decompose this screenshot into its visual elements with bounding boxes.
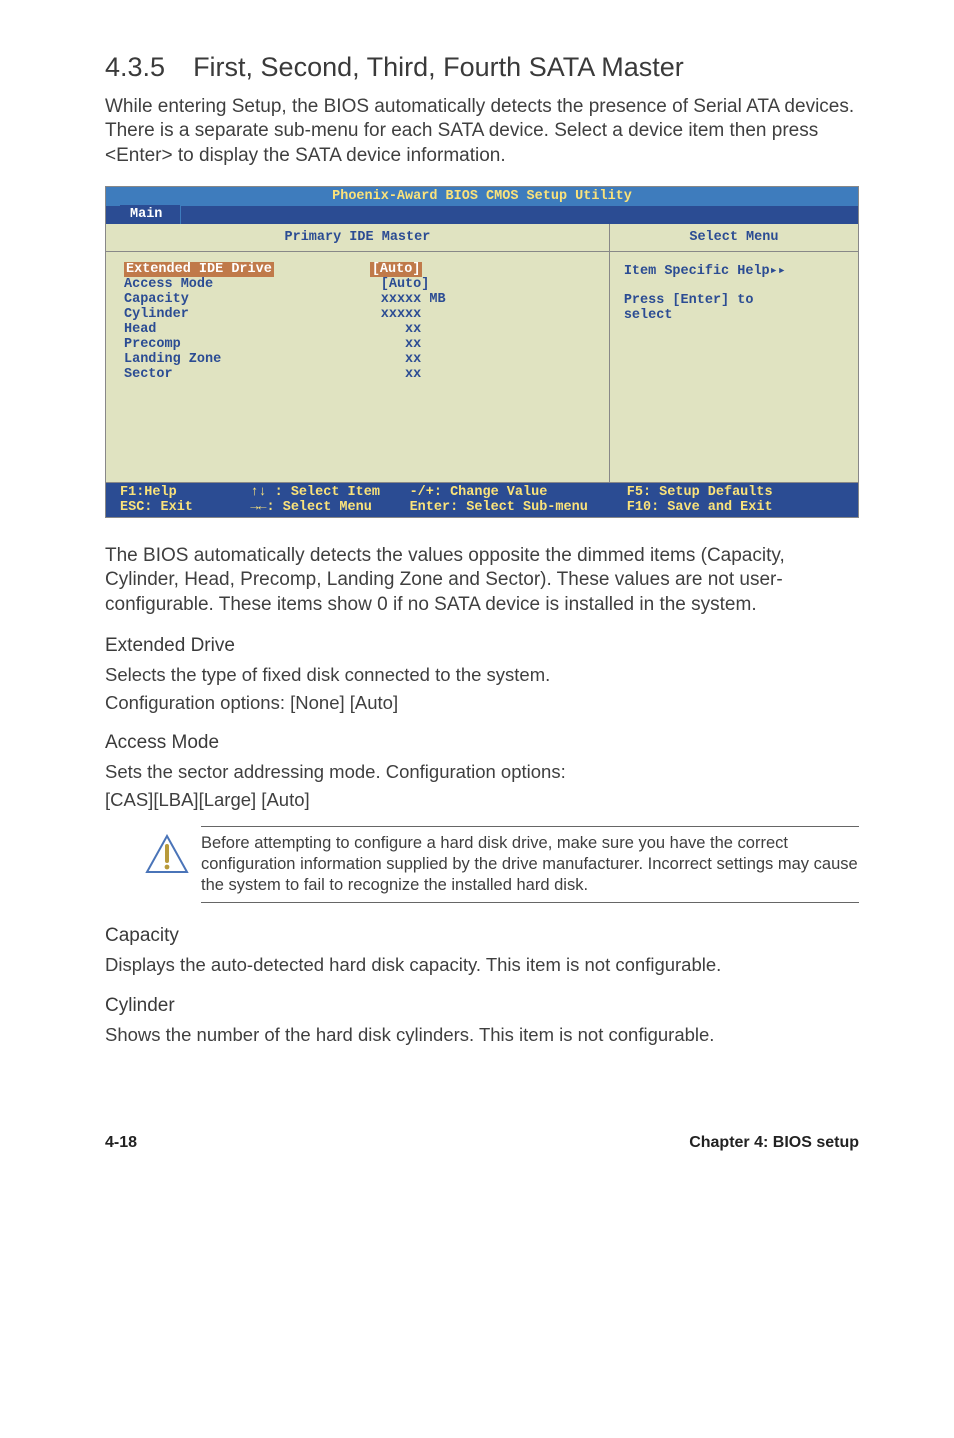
caution-text-container: Before attempting to configure a hard di… — [201, 826, 859, 903]
caution-text: Before attempting to configure a hard di… — [201, 833, 859, 896]
bios-footer-keys: F1:Help ESC: Exit ↑↓ : Select Item →←: S… — [106, 483, 858, 517]
section-number: 4.3.5 — [105, 52, 165, 83]
bios-row: Access Mode[Auto] — [124, 277, 591, 292]
bios-key-hint: Enter: Select Sub-menu — [410, 500, 627, 515]
extended-drive-options: Configuration options: [None] [Auto] — [105, 691, 859, 715]
bios-help-line: Item Specific Help▸▸ — [624, 262, 844, 279]
bios-row: Precomp xx — [124, 337, 591, 352]
bios-field-value: xx — [381, 322, 591, 337]
bios-right-header: Select Menu — [610, 224, 858, 252]
access-mode-heading: Access Mode — [105, 732, 859, 754]
bios-key-hint: F10: Save and Exit — [627, 500, 844, 515]
bios-key-hint: -/+: Change Value — [410, 485, 627, 500]
bios-left-header: Primary IDE Master — [106, 224, 609, 252]
bios-screenshot: Phoenix-Award BIOS CMOS Setup Utility Ma… — [105, 186, 859, 518]
caution-icon — [145, 834, 189, 879]
extended-drive-text: Selects the type of fixed disk connected… — [105, 663, 859, 687]
bios-main-tab: Main — [120, 205, 181, 224]
bios-field-value: xx — [381, 352, 591, 367]
bios-help-line: Press [Enter] to — [624, 293, 844, 308]
access-mode-options: [CAS][LBA][Large] [Auto] — [105, 788, 859, 812]
bios-utility-title: Phoenix-Award BIOS CMOS Setup Utility — [332, 189, 632, 204]
bios-row: Extended IDE Drive [Auto] — [124, 262, 591, 277]
bios-field-value: [Auto] — [381, 277, 591, 292]
cylinder-text: Shows the number of the hard disk cylind… — [105, 1023, 859, 1047]
section-title-text: First, Second, Third, Fourth SATA Master — [193, 52, 684, 82]
bios-row: Sector xx — [124, 367, 591, 382]
bios-key-hint: F5: Setup Defaults — [627, 485, 844, 500]
bios-field-label: Head — [124, 322, 381, 337]
extended-drive-heading: Extended Drive — [105, 635, 859, 657]
after-bios-paragraph: The BIOS automatically detects the value… — [105, 544, 859, 617]
bios-key-hint: F1:Help — [120, 485, 250, 500]
bios-right-panel: Select Menu Item Specific Help▸▸ Press [… — [610, 224, 858, 483]
bios-help-panel: Item Specific Help▸▸ Press [Enter] to se… — [610, 252, 858, 383]
bios-field-label: Precomp — [124, 337, 381, 352]
bios-row: Capacityxxxxx MB — [124, 292, 591, 307]
bios-field-label: Extended IDE Drive — [124, 262, 274, 277]
bios-field-label: Cylinder — [124, 307, 381, 322]
bios-key-hint: ↑↓ : Select Item — [250, 485, 409, 500]
section-title: 4.3.5 First, Second, Third, Fourth SATA M… — [105, 52, 859, 83]
bios-field-value: [Auto] — [370, 262, 423, 277]
bios-help-line: select — [624, 308, 844, 323]
bios-left-panel: Primary IDE Master Extended IDE Drive [Au… — [106, 224, 610, 483]
cylinder-heading: Cylinder — [105, 995, 859, 1017]
bios-field-value: xx — [381, 367, 591, 382]
chapter-label: Chapter 4: BIOS setup — [689, 1134, 859, 1152]
bios-field-label: Landing Zone — [124, 352, 381, 367]
bios-field-value: xx — [381, 337, 591, 352]
page-footer: 4-18 Chapter 4: BIOS setup — [105, 1134, 859, 1152]
capacity-text: Displays the auto-detected hard disk cap… — [105, 953, 859, 977]
access-mode-text: Sets the sector addressing mode. Configu… — [105, 760, 859, 784]
bios-row: Head xx — [124, 322, 591, 337]
bios-title-bar: Phoenix-Award BIOS CMOS Setup Utility Ma… — [106, 187, 858, 206]
bios-row: Cylinderxxxxx — [124, 307, 591, 322]
bios-tab-strip — [106, 206, 858, 224]
bios-field-label: Capacity — [124, 292, 381, 307]
bios-field-label: Access Mode — [124, 277, 381, 292]
bios-key-hint: →←: Select Menu — [250, 500, 409, 515]
bios-panels: Primary IDE Master Extended IDE Drive [Au… — [106, 224, 858, 483]
bios-field-label: Sector — [124, 367, 381, 382]
bios-row: Landing Zone xx — [124, 352, 591, 367]
page-number: 4-18 — [105, 1134, 137, 1152]
bios-field-value: xxxxx MB — [381, 292, 591, 307]
bios-field-value: xxxxx — [381, 307, 591, 322]
bios-field-list: Extended IDE Drive [Auto] Access Mode[Aut… — [106, 252, 609, 482]
capacity-heading: Capacity — [105, 925, 859, 947]
section-intro: While entering Setup, the BIOS automatic… — [105, 95, 859, 168]
caution-note: Before attempting to configure a hard di… — [145, 826, 859, 903]
bios-key-hint: ESC: Exit — [120, 500, 250, 515]
